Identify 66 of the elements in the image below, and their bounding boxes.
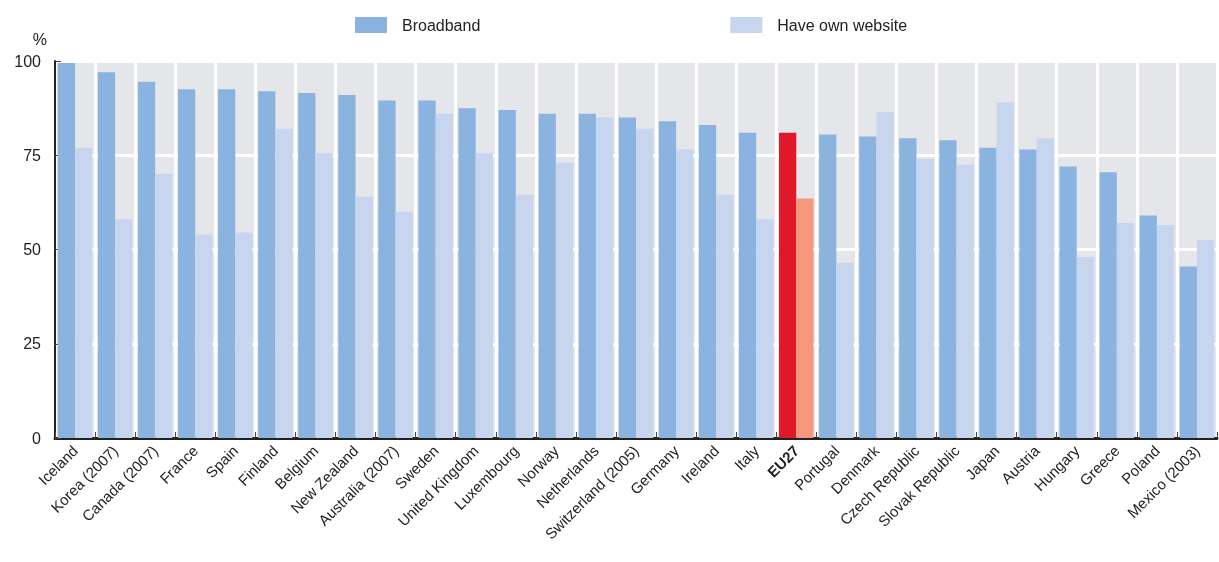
y-axis-title: %: [32, 30, 47, 48]
bar: [1059, 166, 1077, 438]
bar: [178, 89, 196, 438]
bar: [1196, 240, 1215, 438]
bar: [1036, 138, 1054, 438]
bar: [418, 100, 436, 438]
bar: [1156, 225, 1175, 438]
bar: [979, 147, 997, 438]
bar: [258, 91, 276, 438]
bar: [275, 128, 293, 438]
bar: [538, 113, 556, 438]
bar: [338, 94, 356, 438]
y-tick-label: 50: [23, 241, 42, 258]
bar: [97, 72, 116, 438]
bar: [716, 194, 734, 438]
bar: [618, 117, 636, 438]
bar: [435, 113, 453, 438]
y-tick-label: 75: [23, 146, 42, 164]
bar: [1179, 266, 1197, 438]
bar: [956, 164, 974, 438]
bar: [498, 110, 516, 438]
bar: [1139, 215, 1157, 438]
bar: [137, 81, 156, 438]
bar: [1116, 223, 1135, 438]
bar: [738, 132, 757, 438]
y-tick-label: 100: [14, 52, 42, 70]
bar: [578, 113, 596, 438]
legend-label: Have own website: [777, 16, 908, 34]
bar: [698, 125, 717, 438]
bar: [475, 153, 493, 438]
bar: [395, 211, 413, 438]
bar: [796, 198, 814, 438]
bar: [996, 102, 1014, 438]
x-tick-label: Italy: [730, 441, 763, 474]
bar: [859, 136, 877, 438]
bar: [515, 194, 534, 438]
bar: [939, 140, 957, 438]
bar: [555, 162, 574, 438]
bar: [155, 174, 173, 438]
bar: [235, 232, 253, 438]
bar: [876, 111, 894, 438]
bar: [355, 196, 373, 438]
bar: [1019, 149, 1037, 438]
bar: [75, 147, 93, 438]
bar: [676, 149, 694, 438]
y-tick-label: 0: [32, 429, 42, 447]
bar: [298, 93, 316, 438]
bar: [595, 117, 614, 438]
bar: [658, 121, 677, 438]
y-tick-label: 25: [23, 335, 42, 353]
bar: [819, 134, 837, 438]
bar: [315, 153, 333, 438]
bar: [636, 128, 654, 438]
bar: [378, 100, 396, 438]
bar: [836, 262, 854, 438]
bar: [916, 159, 934, 438]
bar: [1099, 172, 1117, 438]
bar: [779, 132, 797, 438]
bar: [195, 234, 213, 438]
bar: [1076, 257, 1094, 438]
bar: [218, 89, 236, 438]
bar: [899, 138, 917, 438]
legend-label: Broadband: [402, 16, 481, 34]
bar: [458, 108, 476, 438]
bar: [115, 219, 133, 438]
bar: [756, 219, 774, 438]
